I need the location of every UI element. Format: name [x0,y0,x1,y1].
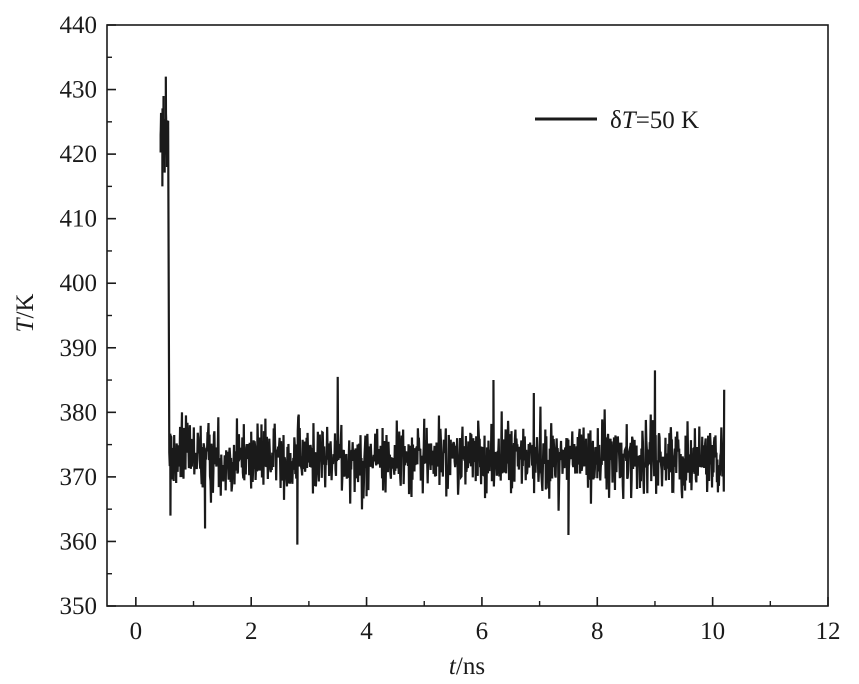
x-tick-label: 12 [816,618,841,645]
legend: δT=50 K [535,107,699,134]
y-tick-label: 390 [60,335,98,362]
tick-marks [107,24,829,607]
x-axis-label: t/ns [449,653,485,680]
tick-labels: 0 2 4 6 8 10 12 350 360 370 380 390 400 410 420 430 440 [60,12,841,645]
y-tick-label: 420 [60,141,98,168]
x-tick-label: 0 [130,618,143,645]
x-tick-label: 2 [245,618,258,645]
y-tick-label: 380 [60,399,98,426]
y-axis-label: T/K [12,294,39,333]
series-line [159,76,726,545]
y-tick-label: 360 [60,528,98,555]
y-tick-label: 440 [60,12,98,39]
x-tick-label: 6 [476,618,489,645]
x-tick-label: 4 [360,618,373,645]
y-tick-label: 350 [60,593,98,620]
axes [106,24,829,607]
x-tick-label: 10 [700,618,725,645]
y-tick-label: 400 [60,270,98,297]
y-tick-label: 430 [60,77,98,104]
legend-label: δT=50 K [610,107,699,134]
y-tick-label: 370 [60,464,98,491]
plot-frame [106,24,829,607]
y-tick-label: 410 [60,206,98,233]
x-tick-label: 8 [591,618,604,645]
plot-area [159,76,726,545]
